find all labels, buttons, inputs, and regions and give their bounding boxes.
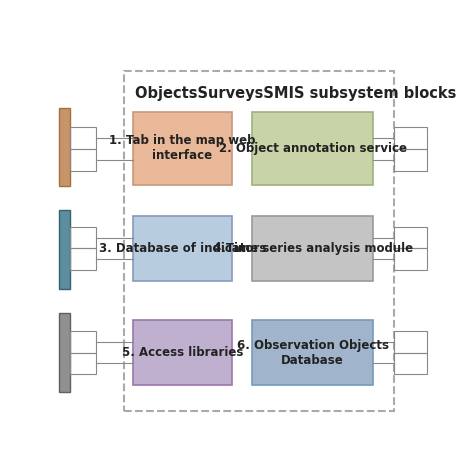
FancyBboxPatch shape xyxy=(59,210,70,289)
FancyBboxPatch shape xyxy=(252,319,374,385)
Text: 5. Access libraries: 5. Access libraries xyxy=(122,346,243,359)
Text: 4.Time series analysis module: 4.Time series analysis module xyxy=(213,242,413,255)
Text: 3. Database of indicators: 3. Database of indicators xyxy=(99,242,266,255)
Text: ObjectsSurveysSMIS subsystem blocks: ObjectsSurveysSMIS subsystem blocks xyxy=(135,86,456,101)
FancyBboxPatch shape xyxy=(133,319,232,385)
FancyBboxPatch shape xyxy=(59,313,70,392)
Text: 1. Tab in the map web
interface: 1. Tab in the map web interface xyxy=(109,134,255,162)
Text: 6. Observation Objects
Database: 6. Observation Objects Database xyxy=(237,338,389,366)
FancyBboxPatch shape xyxy=(133,216,232,282)
FancyBboxPatch shape xyxy=(59,108,70,186)
Text: 2. Object annotation service: 2. Object annotation service xyxy=(219,142,407,155)
FancyBboxPatch shape xyxy=(133,111,232,185)
FancyBboxPatch shape xyxy=(252,111,374,185)
FancyBboxPatch shape xyxy=(252,216,374,282)
